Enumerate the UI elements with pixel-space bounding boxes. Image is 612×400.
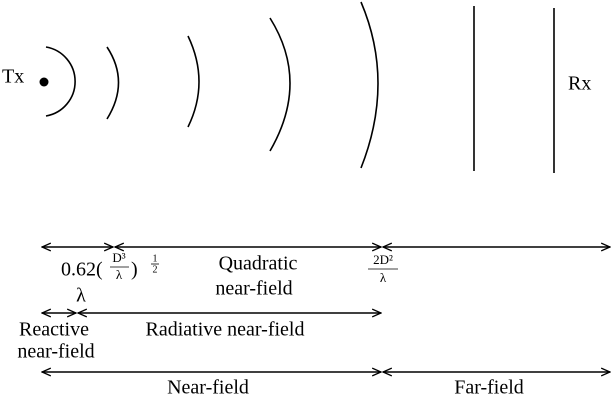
formula-denominator: λ [116, 267, 123, 282]
region-label: Near-field [167, 377, 249, 399]
wave [187, 35, 200, 128]
transmitter-dot [39, 77, 49, 87]
wave [106, 46, 120, 120]
formula-coefficient: 0.62( [61, 259, 103, 281]
region-label: Reactive [19, 319, 89, 341]
region-label: Radiative near-field [146, 319, 305, 341]
formula-numerator: 2D² [373, 252, 393, 267]
wave [269, 17, 291, 152]
region-label: near-field [17, 341, 94, 363]
exponent-numerator: 1 [153, 253, 158, 264]
region-label: Quadratic [219, 253, 298, 275]
formula-extra: λ [76, 285, 86, 307]
wavefronts [39, 1, 555, 173]
rx-label: Rx [568, 73, 591, 95]
formula-denominator: λ [380, 270, 387, 285]
wave [45, 46, 76, 117]
tx-label: Tx [2, 66, 24, 88]
region-label: Far-field [454, 377, 524, 399]
region-label: near-field [215, 278, 292, 300]
wave [360, 1, 379, 169]
formula-close: ) [131, 259, 138, 281]
exponent-denominator: 2 [153, 264, 158, 275]
formula-numerator: D³ [112, 250, 125, 265]
